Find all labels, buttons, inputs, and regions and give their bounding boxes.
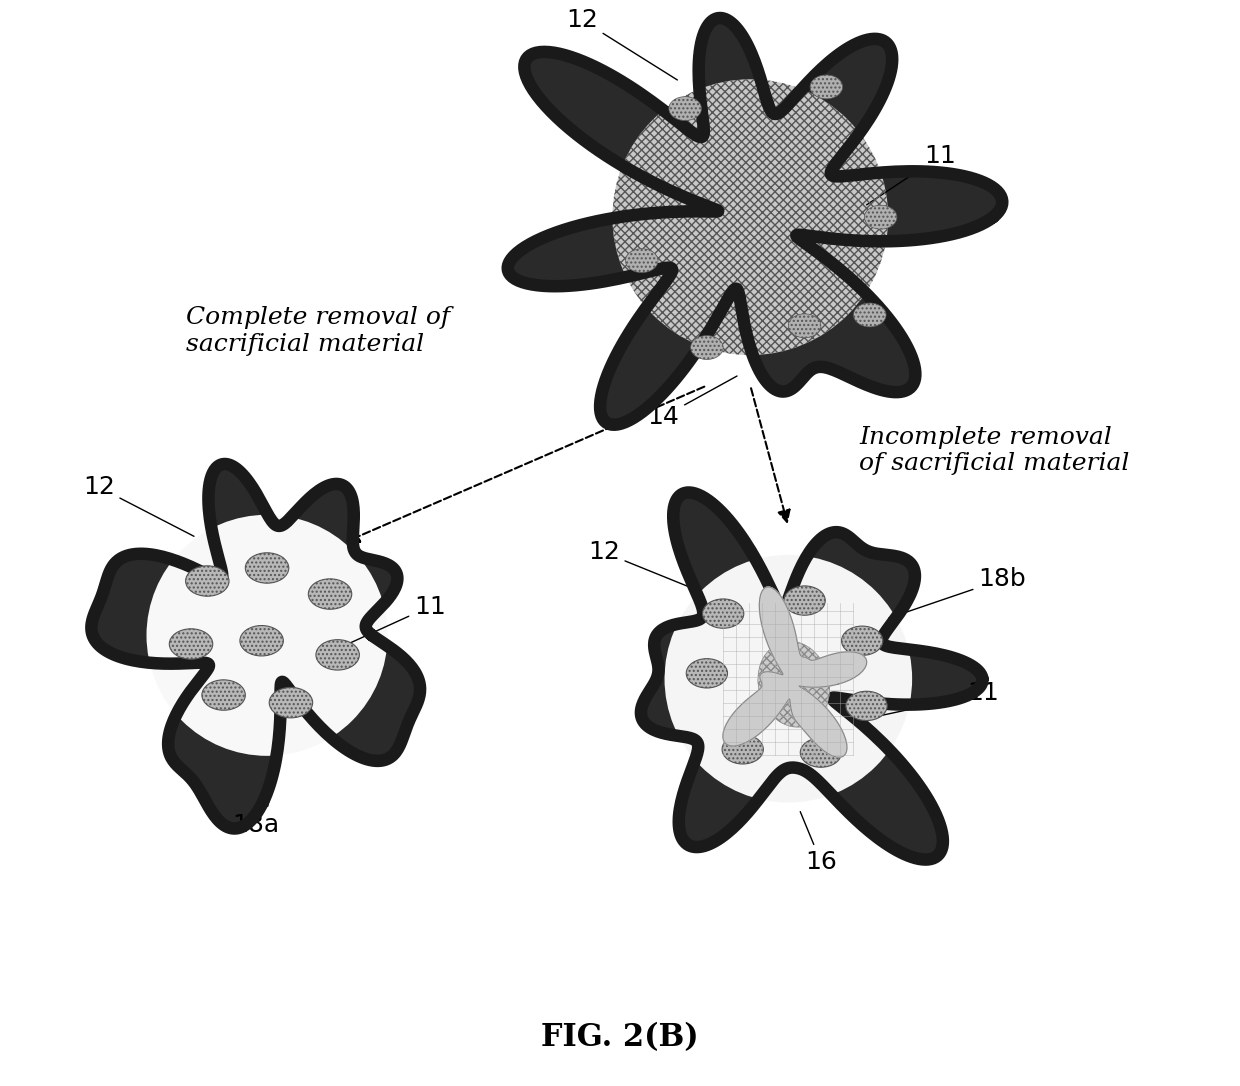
Text: 11: 11 [878, 682, 999, 716]
Text: 16: 16 [800, 811, 837, 874]
Ellipse shape [186, 566, 229, 596]
Text: Incomplete removal
of sacrificial material: Incomplete removal of sacrificial materi… [859, 426, 1130, 476]
Ellipse shape [202, 680, 246, 710]
Ellipse shape [170, 629, 213, 659]
Ellipse shape [758, 641, 830, 728]
Ellipse shape [613, 79, 888, 355]
Ellipse shape [686, 658, 728, 689]
Text: 12: 12 [588, 541, 699, 591]
Ellipse shape [853, 303, 887, 327]
Ellipse shape [316, 640, 360, 670]
Ellipse shape [784, 586, 826, 615]
Ellipse shape [810, 75, 843, 99]
Polygon shape [507, 18, 1002, 425]
Polygon shape [92, 464, 420, 829]
Polygon shape [641, 493, 982, 860]
Ellipse shape [703, 599, 744, 628]
Polygon shape [723, 588, 867, 757]
Ellipse shape [722, 735, 764, 765]
Text: 12: 12 [83, 476, 193, 536]
Ellipse shape [842, 626, 883, 656]
Text: 12: 12 [565, 9, 677, 80]
Ellipse shape [239, 626, 284, 656]
Ellipse shape [269, 687, 312, 718]
Ellipse shape [691, 336, 723, 359]
Ellipse shape [309, 579, 352, 609]
Text: 14: 14 [647, 376, 737, 429]
Text: 18a: 18a [233, 813, 280, 837]
Ellipse shape [846, 692, 887, 721]
Text: 18b: 18b [889, 568, 1027, 618]
Text: 11: 11 [346, 595, 446, 645]
Ellipse shape [800, 738, 842, 768]
Ellipse shape [665, 555, 913, 803]
Text: Complete removal of
sacrificial material: Complete removal of sacrificial material [186, 306, 450, 356]
Ellipse shape [789, 314, 821, 338]
Ellipse shape [625, 249, 658, 273]
Text: 11: 11 [867, 144, 956, 205]
Ellipse shape [246, 553, 289, 583]
Ellipse shape [668, 97, 702, 121]
Ellipse shape [146, 515, 388, 756]
Text: FIG. 2(B): FIG. 2(B) [541, 1022, 699, 1052]
Ellipse shape [864, 205, 897, 229]
